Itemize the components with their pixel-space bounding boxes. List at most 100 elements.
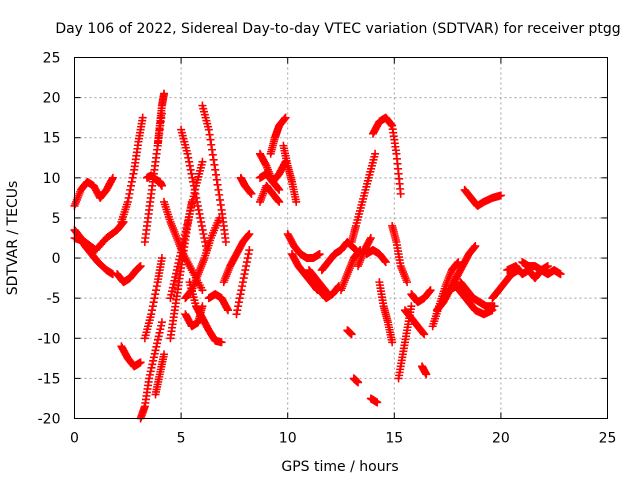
- data-point: [108, 173, 117, 182]
- y-tick-label: -15: [38, 371, 61, 387]
- series-arc-12: [153, 89, 169, 150]
- data-point: [292, 197, 301, 206]
- y-tick-label: 10: [43, 171, 61, 187]
- series-arc-27: [255, 169, 284, 194]
- series-arc-48: [418, 362, 431, 379]
- series-arc-46: [400, 306, 429, 339]
- data-point: [136, 262, 145, 271]
- y-tick-label: -20: [38, 412, 61, 428]
- x-axis-title: GPS time / hours: [281, 459, 398, 475]
- data-point: [543, 262, 552, 271]
- x-tick-labels: 0 5 10 15 20 25: [70, 431, 616, 447]
- series-arc-1: [70, 173, 117, 210]
- data-point: [426, 286, 435, 295]
- data-point: [247, 189, 256, 198]
- data-point: [422, 370, 431, 379]
- data-point: [224, 306, 233, 315]
- series-arc-29: [279, 141, 301, 206]
- series-arc-6: [117, 342, 145, 371]
- data-point: [160, 350, 169, 359]
- y-tick-label: 25: [43, 51, 61, 67]
- series-arc-10: [140, 254, 166, 343]
- data-point: [496, 191, 505, 200]
- series-arc-9: [142, 171, 166, 190]
- data-point: [157, 254, 166, 263]
- series-arc-25: [255, 181, 284, 206]
- series-arc-38: [354, 234, 375, 271]
- series-arc-43: [375, 278, 397, 347]
- series-arc-37: [347, 149, 380, 247]
- y-axis-title: SDTVAR / TECUs: [5, 181, 21, 296]
- series-arc-19: [181, 302, 207, 331]
- data-point: [366, 234, 375, 242]
- y-tick-label: 15: [43, 131, 61, 147]
- series-arc-7: [136, 318, 166, 423]
- series-arc-18: [185, 278, 226, 347]
- series-arc-51: [445, 282, 497, 319]
- data-point: [490, 302, 499, 311]
- series-arc-21: [204, 290, 233, 315]
- x-tick-label: 20: [492, 431, 510, 447]
- series-arc-53: [460, 185, 505, 210]
- data-point: [371, 149, 380, 158]
- x-tick-label: 15: [385, 431, 403, 447]
- y-tick-label: 5: [52, 211, 61, 227]
- data-point: [198, 157, 207, 166]
- series-arc-30: [283, 229, 324, 263]
- data-point: [471, 242, 480, 251]
- y-tick-label: 0: [52, 251, 61, 267]
- data-point: [157, 318, 166, 327]
- data-point: [136, 358, 145, 367]
- grid: [74, 57, 608, 419]
- y-tick-label: -10: [38, 331, 61, 347]
- series-arc-3: [70, 217, 128, 255]
- series-arc-35: [337, 246, 365, 295]
- data-point: [556, 270, 565, 279]
- data-point: [281, 113, 290, 122]
- x-tick-label: 0: [70, 431, 79, 447]
- series-arc-36: [343, 326, 356, 339]
- series-arc-20: [198, 101, 230, 247]
- data-point: [245, 246, 254, 255]
- data-point: [420, 330, 429, 339]
- data-point: [198, 302, 207, 311]
- data-point: [275, 185, 284, 194]
- data-point: [217, 338, 226, 347]
- series-arc-39: [349, 374, 363, 387]
- plot-frame: [74, 57, 608, 419]
- series-arc-28: [266, 113, 290, 158]
- data-point: [245, 229, 254, 238]
- series-arc-56: [518, 258, 552, 275]
- data-point: [407, 302, 416, 311]
- x-tick-label: 5: [177, 431, 186, 447]
- series-arc-52: [456, 278, 499, 311]
- data-point: [138, 113, 147, 122]
- series-arc-5: [117, 113, 147, 226]
- data-point: [198, 286, 207, 295]
- series-arc-41: [362, 246, 390, 267]
- series-arc-22: [219, 229, 254, 287]
- y-tick-label: 20: [43, 91, 61, 107]
- series-arc-44: [388, 221, 412, 287]
- series-arc-32: [305, 266, 333, 299]
- data-points: [70, 89, 565, 423]
- data-point: [396, 189, 405, 198]
- series-arc-42: [366, 394, 382, 407]
- series-arc-47: [407, 286, 435, 307]
- data-point: [221, 238, 230, 247]
- series-arc-23: [232, 246, 254, 319]
- series-arc-24: [236, 173, 256, 198]
- data-point: [403, 278, 412, 287]
- data-point: [381, 258, 390, 267]
- x-tick-label: 10: [279, 431, 297, 447]
- series-arc-15: [166, 197, 196, 343]
- series-arc-11: [151, 350, 169, 399]
- series-arc-16: [177, 125, 211, 255]
- chart-title: Day 106 of 2022, Sidereal Day-to-day VTE…: [55, 21, 620, 37]
- y-tick-labels: -20 -15 -10 -5 0 5 10 15 20 25: [38, 51, 61, 428]
- axis-ticks: [74, 57, 608, 419]
- data-point: [315, 250, 324, 259]
- data-point: [275, 197, 284, 206]
- data-point: [347, 330, 356, 339]
- data-point: [354, 378, 363, 387]
